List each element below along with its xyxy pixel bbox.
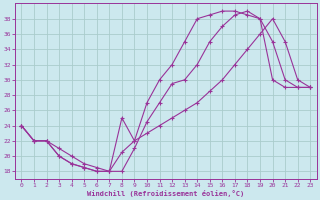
X-axis label: Windchill (Refroidissement éolien,°C): Windchill (Refroidissement éolien,°C) <box>87 190 244 197</box>
